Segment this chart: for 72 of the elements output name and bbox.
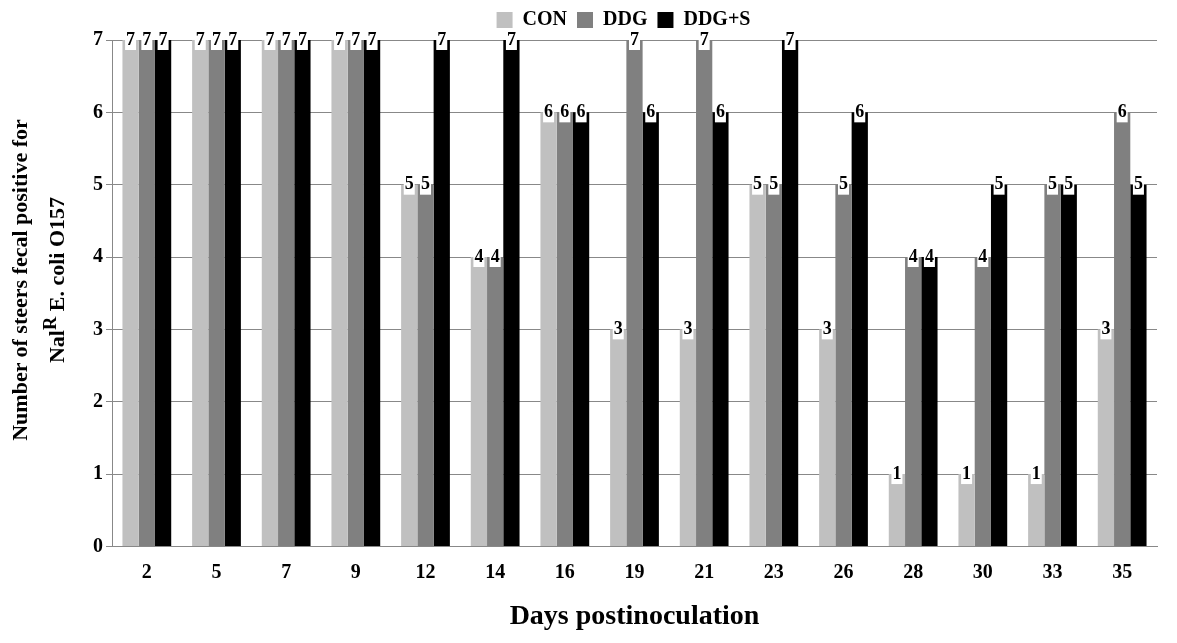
data-label: 1 xyxy=(962,462,972,483)
x-tick-label: 33 xyxy=(1042,559,1063,582)
data-label: 7 xyxy=(126,28,136,49)
x-tick-label: 16 xyxy=(554,559,575,582)
x-axis-title: Days postinoculation xyxy=(509,599,760,631)
y-tick-label: 6 xyxy=(93,99,103,122)
x-tick-label: 2 xyxy=(141,559,152,582)
legend-label: DDG xyxy=(603,7,648,30)
data-label: 7 xyxy=(297,28,307,49)
data-label: 7 xyxy=(630,28,639,49)
data-label: 7 xyxy=(195,28,205,49)
x-tick-label: 26 xyxy=(833,559,854,582)
x-tick-label: 30 xyxy=(972,559,993,582)
data-label: 7 xyxy=(228,28,238,49)
data-label: 5 xyxy=(994,173,1004,194)
data-label: 6 xyxy=(715,101,725,121)
data-label: 4 xyxy=(490,245,500,266)
x-tick-label: 19 xyxy=(624,559,645,582)
data-label: 7 xyxy=(437,28,447,49)
data-label: 6 xyxy=(855,101,865,121)
x-tick-label: 21 xyxy=(694,559,715,582)
data-label: 7 xyxy=(212,28,221,49)
data-label: 7 xyxy=(351,28,361,49)
data-label: 5 xyxy=(1133,173,1143,194)
data-label: 3 xyxy=(613,318,623,339)
data-label: 7 xyxy=(335,28,345,49)
y-tick-label: 5 xyxy=(93,171,103,194)
data-label: 7 xyxy=(506,28,516,49)
data-label: 5 xyxy=(839,173,848,194)
x-tick-label: 9 xyxy=(350,559,361,582)
data-label: 7 xyxy=(281,28,291,49)
x-tick-label: 23 xyxy=(763,559,784,582)
y-tick-label: 0 xyxy=(93,533,103,556)
data-label: 5 xyxy=(421,173,430,194)
data-label: 7 xyxy=(158,28,168,49)
legend-label: CON xyxy=(522,7,568,30)
y-tick-label: 7 xyxy=(93,27,103,50)
data-label: 6 xyxy=(544,101,554,121)
y-tick-label: 3 xyxy=(93,316,103,339)
data-label: 5 xyxy=(1048,173,1057,194)
x-tick-label: 5 xyxy=(211,559,222,582)
data-label: 4 xyxy=(474,245,484,266)
x-tick-label: 35 xyxy=(1112,559,1133,582)
data-label: 7 xyxy=(367,28,377,49)
x-tick-label: 28 xyxy=(903,559,924,582)
y-tick-label: 1 xyxy=(93,461,103,484)
data-label: 3 xyxy=(1101,318,1111,339)
legend-label: DDG+S xyxy=(683,7,751,30)
data-label: 5 xyxy=(404,173,414,194)
data-label: 4 xyxy=(978,245,988,266)
data-label: 1 xyxy=(1031,462,1041,483)
x-tick-label: 7 xyxy=(281,559,292,582)
data-label: 5 xyxy=(1064,173,1074,194)
data-label: 1 xyxy=(892,462,902,483)
data-label: 7 xyxy=(142,28,152,49)
data-label: 5 xyxy=(769,173,779,194)
data-label: 6 xyxy=(576,101,586,121)
data-label: 6 xyxy=(560,101,570,121)
data-label: 3 xyxy=(822,318,832,339)
data-label: 4 xyxy=(908,245,918,266)
y-tick-label: 2 xyxy=(93,388,103,411)
data-label: 4 xyxy=(924,245,934,266)
x-tick-label: 14 xyxy=(485,559,506,582)
data-label: 7 xyxy=(265,28,275,49)
data-label: 5 xyxy=(753,173,763,194)
y-tick-label: 4 xyxy=(93,244,103,267)
data-label: 6 xyxy=(646,101,656,121)
data-label: 6 xyxy=(1117,101,1127,121)
x-tick-label: 12 xyxy=(415,559,436,582)
data-label: 7 xyxy=(785,28,795,49)
data-label: 7 xyxy=(699,28,709,49)
data-label: 3 xyxy=(683,318,693,339)
